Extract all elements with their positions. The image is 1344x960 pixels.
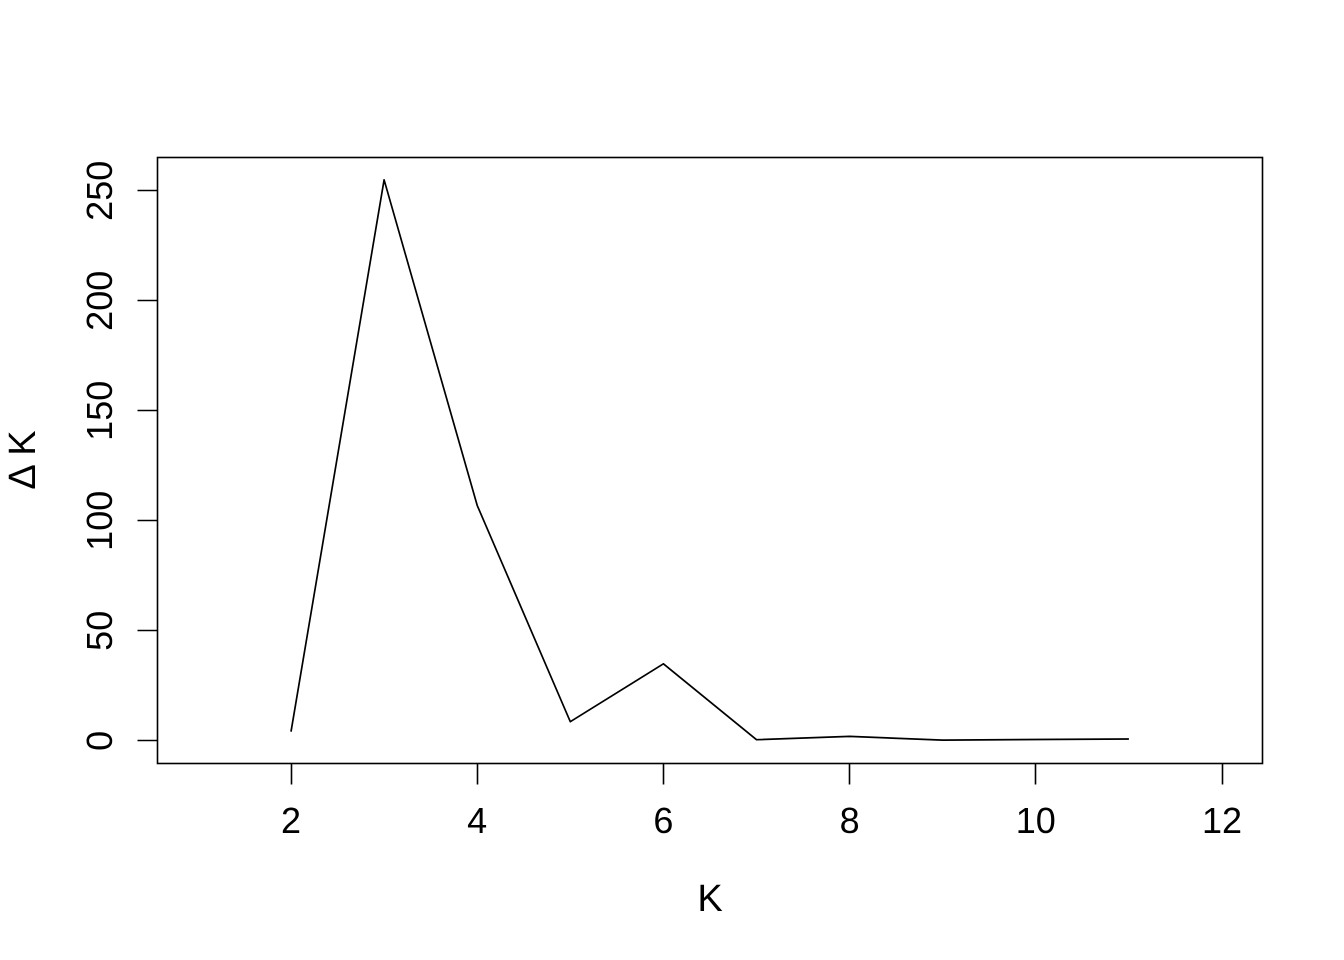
svg-text:4: 4	[467, 800, 487, 841]
svg-text:50: 50	[79, 611, 120, 651]
svg-text:250: 250	[79, 161, 120, 221]
svg-text:K: K	[697, 878, 722, 920]
svg-text:10: 10	[1016, 800, 1056, 841]
svg-text:200: 200	[79, 271, 120, 331]
svg-text:100: 100	[79, 491, 120, 551]
svg-text:12: 12	[1202, 800, 1242, 841]
svg-text:2: 2	[281, 800, 301, 841]
svg-text:Δ K: Δ K	[2, 430, 44, 489]
svg-text:150: 150	[79, 381, 120, 441]
svg-text:6: 6	[653, 800, 673, 841]
svg-text:0: 0	[79, 731, 120, 751]
svg-text:8: 8	[840, 800, 860, 841]
